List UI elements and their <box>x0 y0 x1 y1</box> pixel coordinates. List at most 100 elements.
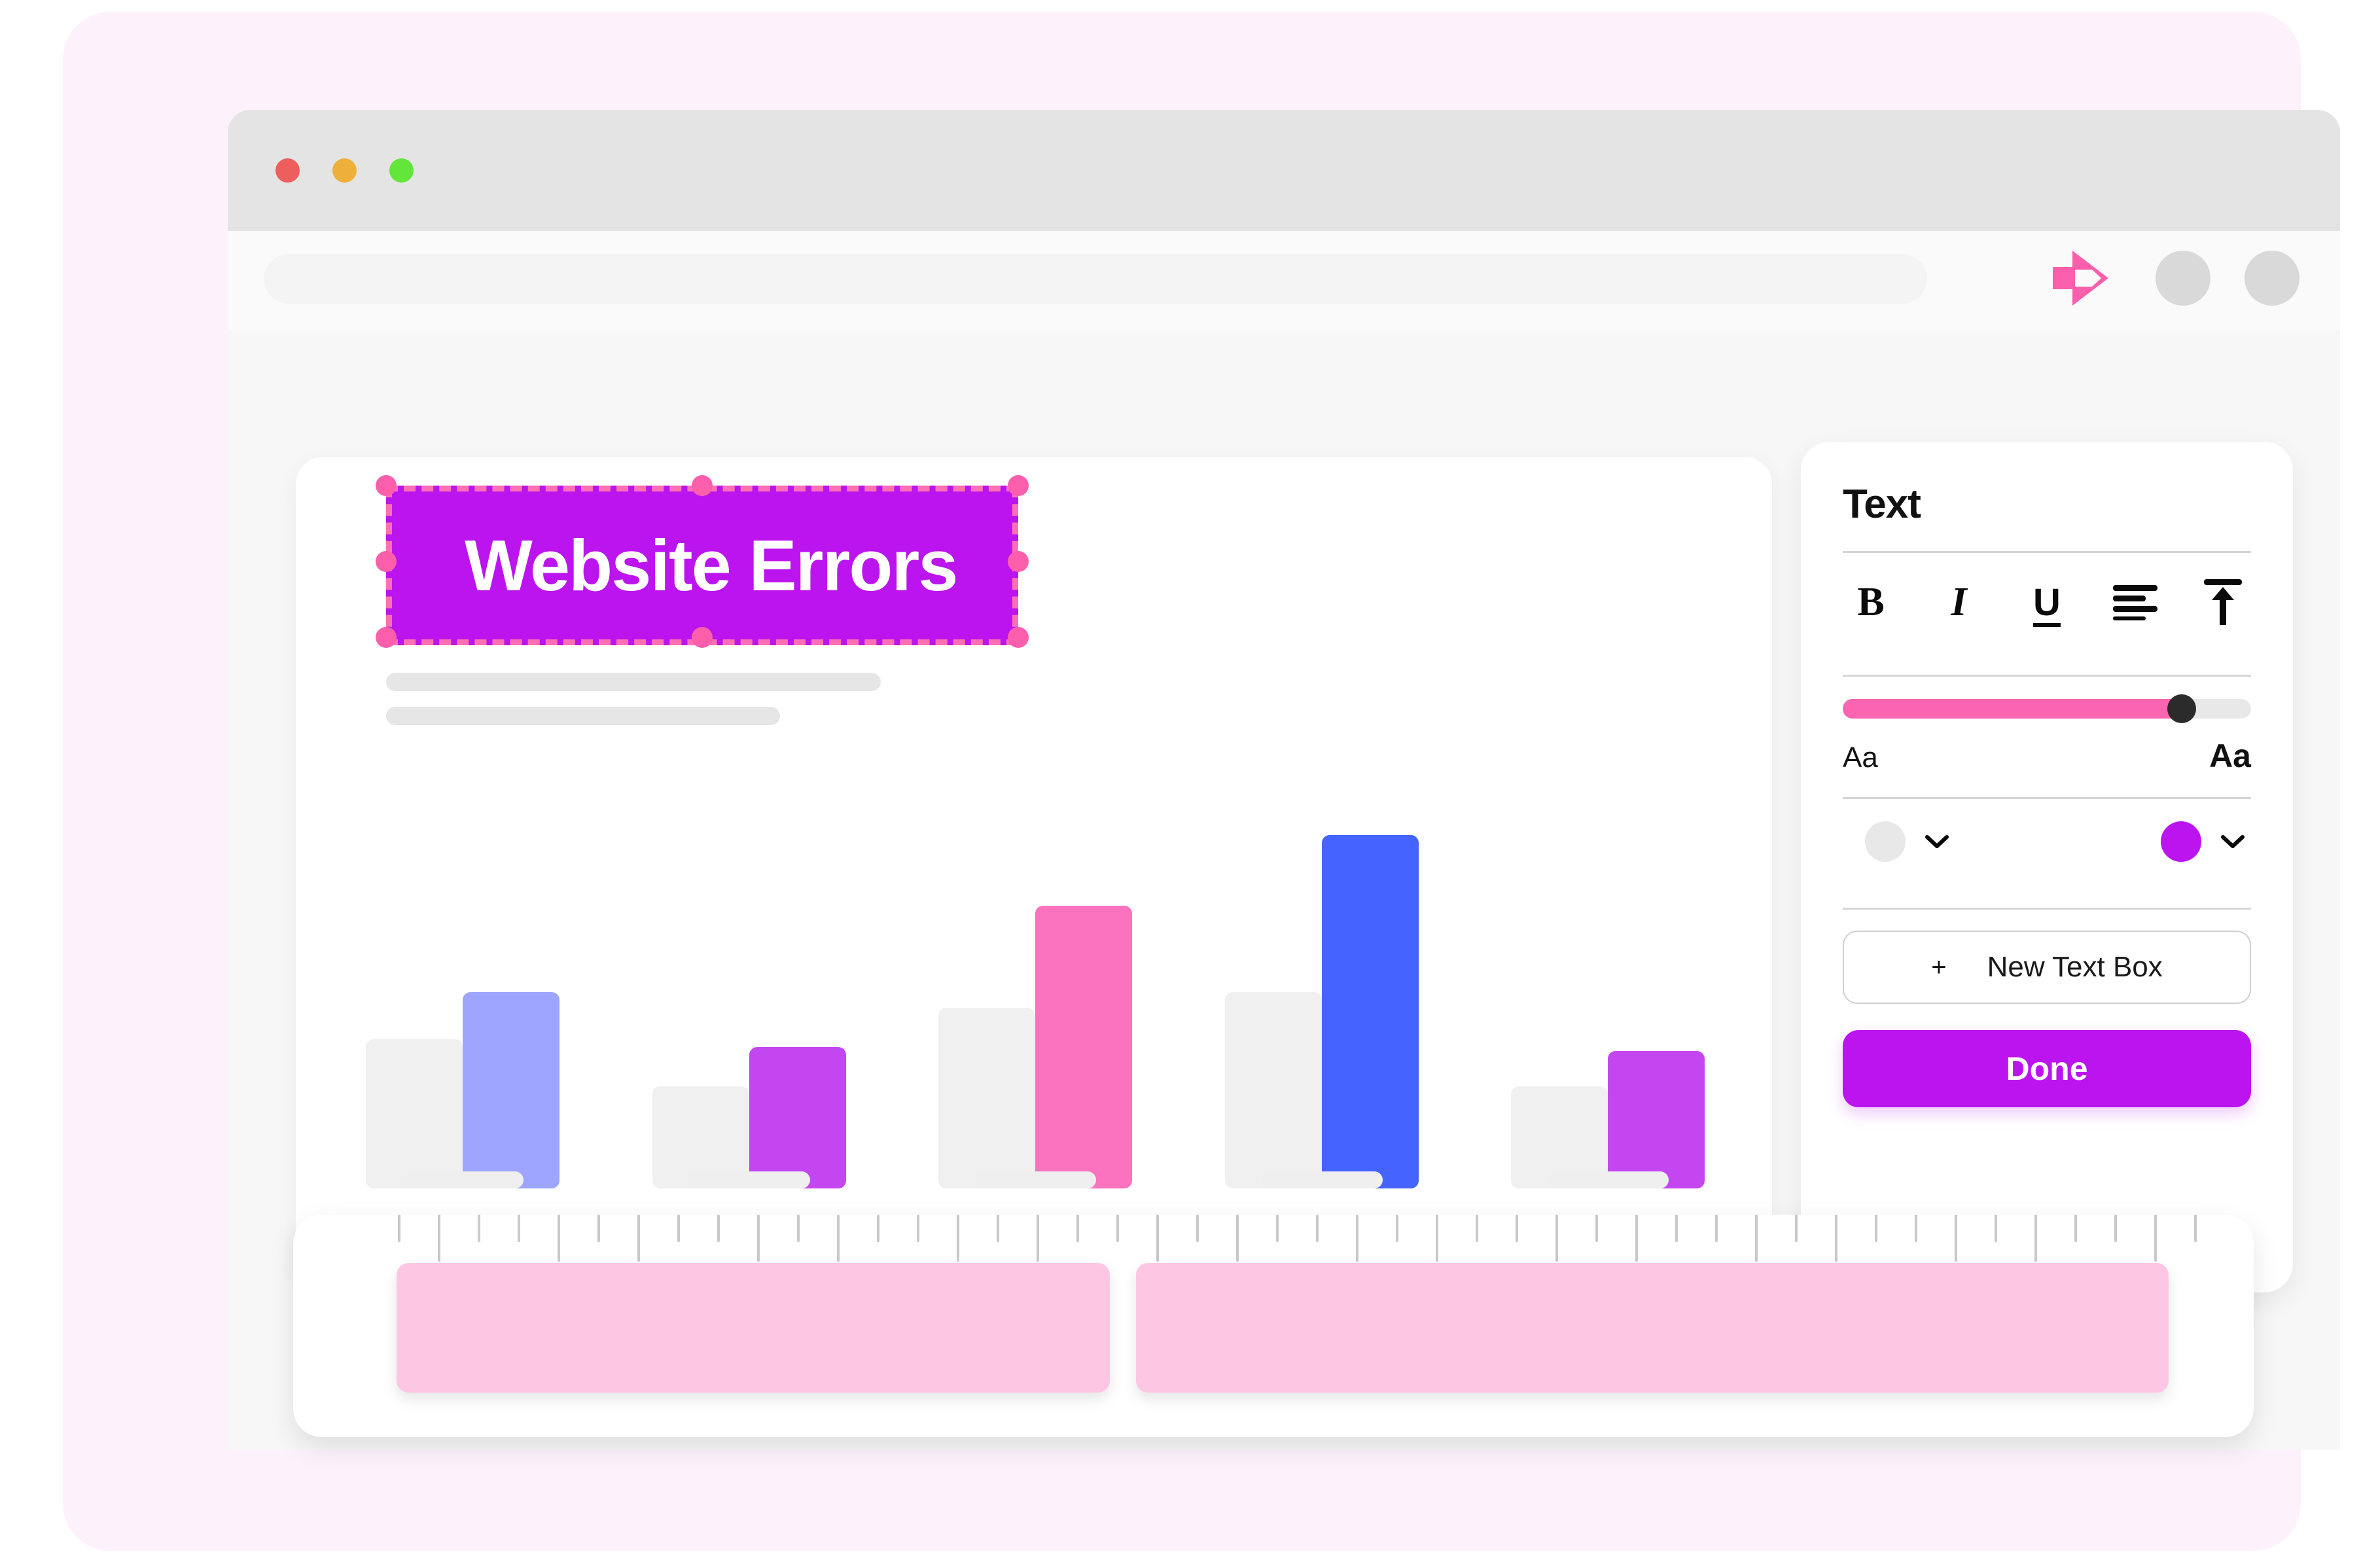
resize-handle-top-center[interactable] <box>692 475 713 496</box>
font-size-min-label: Aa <box>1843 741 1878 774</box>
divider <box>1843 908 2251 910</box>
resize-handle-middle-left[interactable] <box>376 551 397 572</box>
ruler-tick <box>797 1215 800 1242</box>
traffic-lights <box>275 158 414 183</box>
avatar[interactable] <box>2245 251 2299 306</box>
font-size-labels: Aa Aa <box>1843 737 2251 775</box>
font-size-control: Aa Aa <box>1843 677 2251 775</box>
ruler-tick <box>1835 1215 1837 1262</box>
ruler-tick <box>2114 1215 2117 1242</box>
bar-group <box>1220 796 1423 1188</box>
chevron-down-icon[interactable] <box>1925 834 1949 849</box>
ruler-tick <box>637 1215 640 1262</box>
selected-text-box[interactable]: Website Errors <box>376 475 1029 653</box>
bar-value <box>749 1047 846 1188</box>
ruler-tick <box>1516 1215 1518 1242</box>
ruler-tick <box>2034 1215 2037 1262</box>
ruler-tick <box>1795 1215 1798 1242</box>
x-axis-label <box>402 1171 524 1188</box>
bar-group <box>1506 796 1709 1188</box>
ruler-tick <box>1875 1215 1877 1242</box>
ruler-tick <box>1555 1215 1558 1262</box>
address-bar-input[interactable] <box>264 254 1927 304</box>
resize-handle-middle-right[interactable] <box>1008 551 1029 572</box>
ruler-tick <box>1955 1215 1957 1262</box>
ruler-tick <box>2154 1215 2157 1262</box>
text-color-swatch[interactable] <box>1865 821 1906 862</box>
slider-fill <box>1843 699 2182 719</box>
ruler-tick <box>1236 1215 1239 1262</box>
resize-handle-bottom-right[interactable] <box>1008 627 1029 648</box>
timeline-clip[interactable] <box>397 1263 1110 1393</box>
panel-actions: + New Text Box Done <box>1843 910 2251 1107</box>
resize-handle-bottom-center[interactable] <box>692 627 713 648</box>
ruler-tick <box>518 1215 520 1242</box>
x-axis-label <box>1547 1171 1669 1188</box>
align-top-icon[interactable] <box>2195 574 2251 630</box>
bar-group <box>934 796 1137 1188</box>
ruler-tick <box>2074 1215 2077 1242</box>
ruler-tick <box>1476 1215 1478 1242</box>
ruler-tick <box>1595 1215 1598 1242</box>
minimize-window-icon[interactable] <box>332 158 357 183</box>
ruler-tick <box>1915 1215 1917 1242</box>
ruler-tick <box>1436 1215 1438 1262</box>
resize-handle-top-left[interactable] <box>376 475 397 496</box>
brand-play-logo-icon[interactable] <box>2051 245 2121 311</box>
bold-icon[interactable]: B <box>1857 579 1885 624</box>
x-axis-label <box>974 1171 1096 1188</box>
ruler-tick <box>398 1215 400 1242</box>
font-size-max-label: Aa <box>2209 738 2251 774</box>
plus-icon: + <box>1931 952 1947 982</box>
canvas-card: Website Errors <box>296 457 1772 1285</box>
app-background: Website Errors Text <box>63 12 2340 1551</box>
bar-value <box>463 992 559 1188</box>
divider <box>1843 675 2251 677</box>
bar-baseline <box>1224 992 1322 1188</box>
done-button[interactable]: Done <box>1843 1030 2251 1107</box>
ruler-tick <box>2194 1215 2197 1242</box>
skeleton-text-line <box>386 673 881 691</box>
new-text-box-label: New Text Box <box>1987 951 2163 983</box>
font-size-slider[interactable] <box>1843 694 2251 723</box>
maximize-window-icon[interactable] <box>389 158 414 183</box>
ruler-tick <box>1316 1215 1319 1242</box>
title-text: Website Errors <box>465 525 958 606</box>
ruler-tick <box>837 1215 840 1262</box>
ruler-tick <box>877 1215 879 1242</box>
align-left-icon[interactable] <box>2107 574 2163 630</box>
bar-baseline <box>938 1008 1035 1188</box>
new-text-box-button[interactable]: + New Text Box <box>1843 931 2251 1004</box>
bar-baseline <box>366 1039 463 1188</box>
x-axis-label <box>688 1171 810 1188</box>
bar-value <box>1035 906 1132 1188</box>
ruler-tick <box>1755 1215 1758 1262</box>
browser-toolbar <box>228 231 2340 330</box>
chevron-down-icon[interactable] <box>2221 834 2245 849</box>
timeline-ruler[interactable] <box>293 1215 2254 1262</box>
divider <box>1843 551 2251 553</box>
timeline-clip[interactable] <box>1136 1263 2169 1393</box>
close-window-icon[interactable] <box>275 158 300 183</box>
format-toolbar: B I U <box>1843 553 2251 651</box>
ruler-tick <box>1076 1215 1079 1242</box>
slider-thumb[interactable] <box>2167 694 2196 723</box>
highlight-color-picker[interactable] <box>2161 821 2245 862</box>
highlight-color-swatch[interactable] <box>2161 821 2201 862</box>
ruler-tick <box>597 1215 600 1242</box>
ruler-tick <box>717 1215 720 1242</box>
ruler-tick <box>1635 1215 1638 1262</box>
timeline-panel <box>293 1215 2254 1437</box>
underline-icon[interactable]: U <box>2033 580 2061 624</box>
resize-handle-bottom-left[interactable] <box>376 627 397 648</box>
bar-group <box>648 796 851 1188</box>
resize-handle-top-right[interactable] <box>1008 475 1029 496</box>
avatar[interactable] <box>2156 251 2210 306</box>
ruler-tick <box>917 1215 919 1242</box>
italic-icon[interactable]: I <box>1951 579 1967 624</box>
text-color-picker[interactable] <box>1865 821 1949 862</box>
skeleton-text-line <box>386 707 780 725</box>
ruler-tick <box>558 1215 560 1262</box>
title-text-box[interactable]: Website Errors <box>386 486 1018 645</box>
toolbar-right-group <box>2051 245 2299 311</box>
